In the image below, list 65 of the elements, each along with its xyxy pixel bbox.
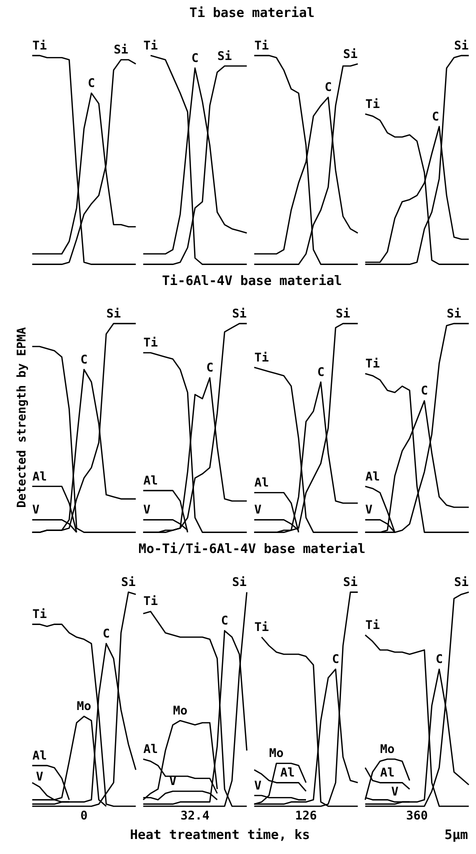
series-label: Ti [365, 356, 380, 371]
series-label: C [432, 109, 440, 124]
x-axis-title: 0 [80, 808, 88, 822]
series-label: Si [232, 574, 247, 589]
series-label: C [436, 652, 443, 666]
series-label: C [420, 384, 428, 398]
series-label: Ti [254, 38, 269, 52]
series-label: Al [32, 748, 47, 762]
series-label: Si [232, 306, 247, 320]
text: Ti-6Al-4V base material [160, 273, 343, 291]
x-axis-title: 360 [406, 808, 428, 822]
series-label: Ti [143, 594, 158, 608]
series-label: Ti [365, 618, 380, 632]
series-label: Al [365, 469, 380, 484]
series-label: Mo [269, 746, 284, 760]
series-label: Al [32, 469, 47, 484]
series-label: Ti [365, 96, 380, 111]
series-label: V [365, 502, 373, 517]
series-label: Si [217, 48, 232, 63]
series-label: Si [106, 306, 121, 320]
series-label: V [391, 784, 398, 799]
text: Mo-Ti/Ti-6Al-4V base material [138, 541, 366, 559]
series-label: Ti [32, 607, 47, 622]
series-label: C [88, 76, 96, 90]
series-label: Ti [254, 620, 269, 634]
series-label: Al [280, 765, 295, 780]
series-label: Al [143, 473, 158, 488]
series-label: Mo [172, 703, 188, 718]
series-label: Si [446, 306, 462, 320]
series-label: V [254, 778, 262, 792]
y-axis-title: Detected strength by EPMA [14, 326, 28, 508]
series-label: C [191, 50, 199, 65]
series-label: Al [380, 765, 395, 780]
text: Heat treatment time, ks [128, 827, 311, 845]
series-label: Al [254, 476, 269, 490]
series-label: Si [114, 42, 128, 57]
series-label: Ti [254, 350, 269, 364]
series-label: Mo [380, 742, 395, 756]
series-label: Si [343, 46, 358, 61]
text: 5μm [444, 827, 468, 845]
series-label: C [102, 626, 110, 640]
series-label: C [220, 614, 228, 628]
series-label: V [32, 502, 40, 517]
series-label: Al [143, 742, 158, 756]
series-label: Si [343, 574, 358, 589]
series-label: Ti [32, 38, 47, 52]
series-label: C [324, 80, 332, 94]
series-label: V [169, 774, 176, 788]
series-label: C [317, 364, 324, 379]
text: Ti base material [188, 5, 316, 23]
x-axis-title: 126 [295, 808, 317, 822]
series-label: V [143, 502, 151, 517]
series-label: V [254, 502, 262, 517]
series-label: Si [336, 306, 350, 320]
series-label: Ti [143, 336, 158, 350]
series-label: C [332, 652, 340, 666]
series-label: V [36, 770, 44, 784]
x-axis-title: 32.4 [180, 808, 210, 822]
series-label: C [206, 360, 214, 375]
series-label: Si [454, 574, 469, 589]
series-label: Si [454, 38, 469, 52]
series-label: Mo [76, 699, 92, 714]
series-label: Ti [143, 38, 158, 52]
series-label: Si [121, 574, 136, 589]
series-label: C [80, 352, 88, 366]
